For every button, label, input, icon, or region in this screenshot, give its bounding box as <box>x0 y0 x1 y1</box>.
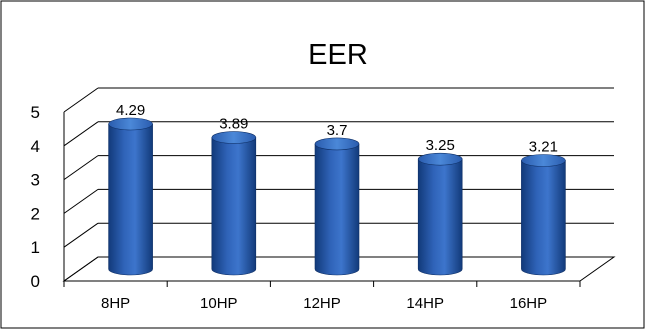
gridline-depth <box>63 256 99 282</box>
bar-top <box>211 131 257 144</box>
axis-layer: 0 1 2 3 4 5 8HP 10HP 12HP 14HP 16HP <box>31 103 581 312</box>
bars-layer <box>108 117 566 276</box>
bar-top <box>108 117 153 131</box>
bar-value-label: 4.29 <box>116 102 145 119</box>
bar-body <box>521 160 566 276</box>
bar-top <box>314 137 360 151</box>
x-tick-label: 14HP <box>406 295 444 312</box>
bar-body <box>314 143 360 276</box>
gridline-depth <box>63 155 99 181</box>
y-tick-label: 4 <box>31 137 40 156</box>
bar-body <box>108 123 153 276</box>
y-tick-label: 5 <box>31 103 40 122</box>
gridline-depth <box>63 121 99 147</box>
bar <box>211 131 257 276</box>
bar-body <box>417 158 463 276</box>
y-tick-label: 3 <box>31 171 40 190</box>
x-tick-label: 10HP <box>200 295 238 312</box>
y-tick-label: 2 <box>31 204 40 223</box>
labels-layer: 4.29 3.89 3.7 3.25 3.21 <box>116 102 558 156</box>
bar <box>417 152 463 276</box>
bar-body <box>211 137 257 276</box>
x-tick-label: 12HP <box>303 295 341 312</box>
gridline-depth <box>63 87 99 113</box>
y-tick-label: 1 <box>31 238 40 257</box>
x-tick-label: 8HP <box>101 295 130 312</box>
bar-value-label: 3.25 <box>426 137 455 154</box>
chart-title: EER <box>308 39 368 71</box>
bar-value-label: 3.89 <box>219 116 248 133</box>
y-tick-label: 0 <box>31 272 40 291</box>
bar-value-label: 3.7 <box>327 122 348 139</box>
x-tick-label: 16HP <box>510 295 548 312</box>
bar-value-label: 3.21 <box>529 139 558 156</box>
gridline-depth <box>63 188 99 214</box>
gridline-depth <box>63 222 99 248</box>
bar-top <box>521 154 566 167</box>
bar-top <box>417 152 463 166</box>
bar <box>521 154 566 276</box>
bar <box>108 117 153 276</box>
bar <box>314 137 360 276</box>
